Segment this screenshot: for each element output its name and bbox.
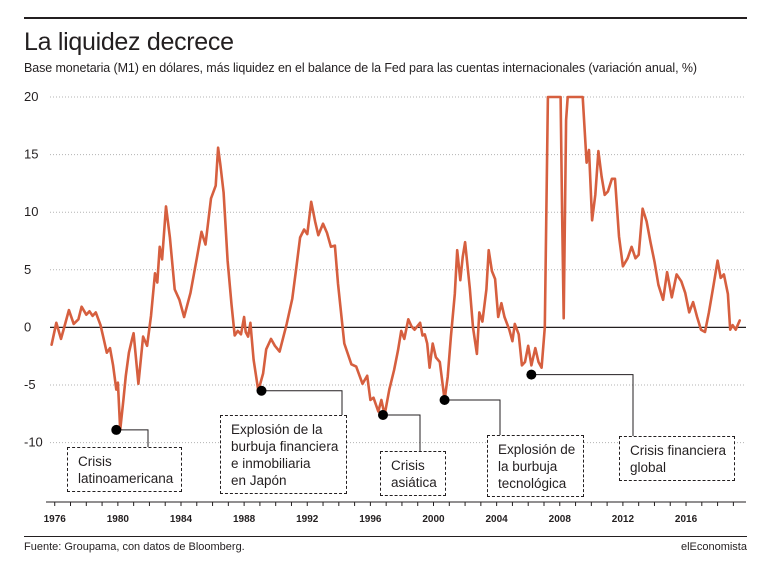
x-tick-label: 2012 [612,514,635,525]
top-rule [24,17,747,19]
annotation-leader [531,374,634,437]
y-tick-label: 20 [24,89,38,104]
x-tick-label: 1996 [359,514,382,525]
footer-rule [24,536,747,537]
y-tick-label: -5 [24,377,36,392]
chart-subtitle: Base monetaria (M1) en dólares, más liqu… [24,61,697,75]
annotation-marker [439,394,450,405]
x-tick-label: 2016 [675,514,698,525]
y-tick-label: 0 [24,319,31,334]
y-tick-label: 15 [24,147,38,162]
y-tick-label: -10 [24,435,43,450]
annotation-marker [256,385,267,396]
annotation-label: Explosión de la burbuja financiera e inmob… [220,415,348,494]
x-tick-label: 1980 [107,514,130,525]
x-tick-label: 1992 [296,514,319,525]
annotation-leader [261,390,343,416]
series-line [50,95,741,432]
annotation-marker [111,424,122,435]
x-tick-label: 2004 [486,514,509,525]
chart-title: La liquidez decrece [24,28,234,56]
annotation-leader [444,399,501,436]
y-tick-label: 5 [24,262,31,277]
x-tick-label: 2000 [422,514,445,525]
annotation-label: Crisis financiera global [619,436,736,481]
y-tick-label: 10 [24,204,38,219]
x-tick-label: 1976 [44,514,67,525]
source-note: Fuente: Groupama, con datos de Bloomberg… [24,541,245,553]
annotation-marker [526,369,537,380]
annotation-label: Crisis asiática [380,451,446,496]
annotation-leader [383,414,421,452]
annotation-leader [116,429,149,448]
annotation-label: Crisis latinoamericana [67,447,183,492]
x-tick-label: 1988 [233,514,256,525]
x-tick-label: 2008 [549,514,572,525]
annotation-label: Explosión de la burbuja tecnológica [487,435,585,497]
x-tick-label: 1984 [170,514,193,525]
brand-logo: elEconomista [680,541,747,553]
annotation-marker [378,409,389,420]
